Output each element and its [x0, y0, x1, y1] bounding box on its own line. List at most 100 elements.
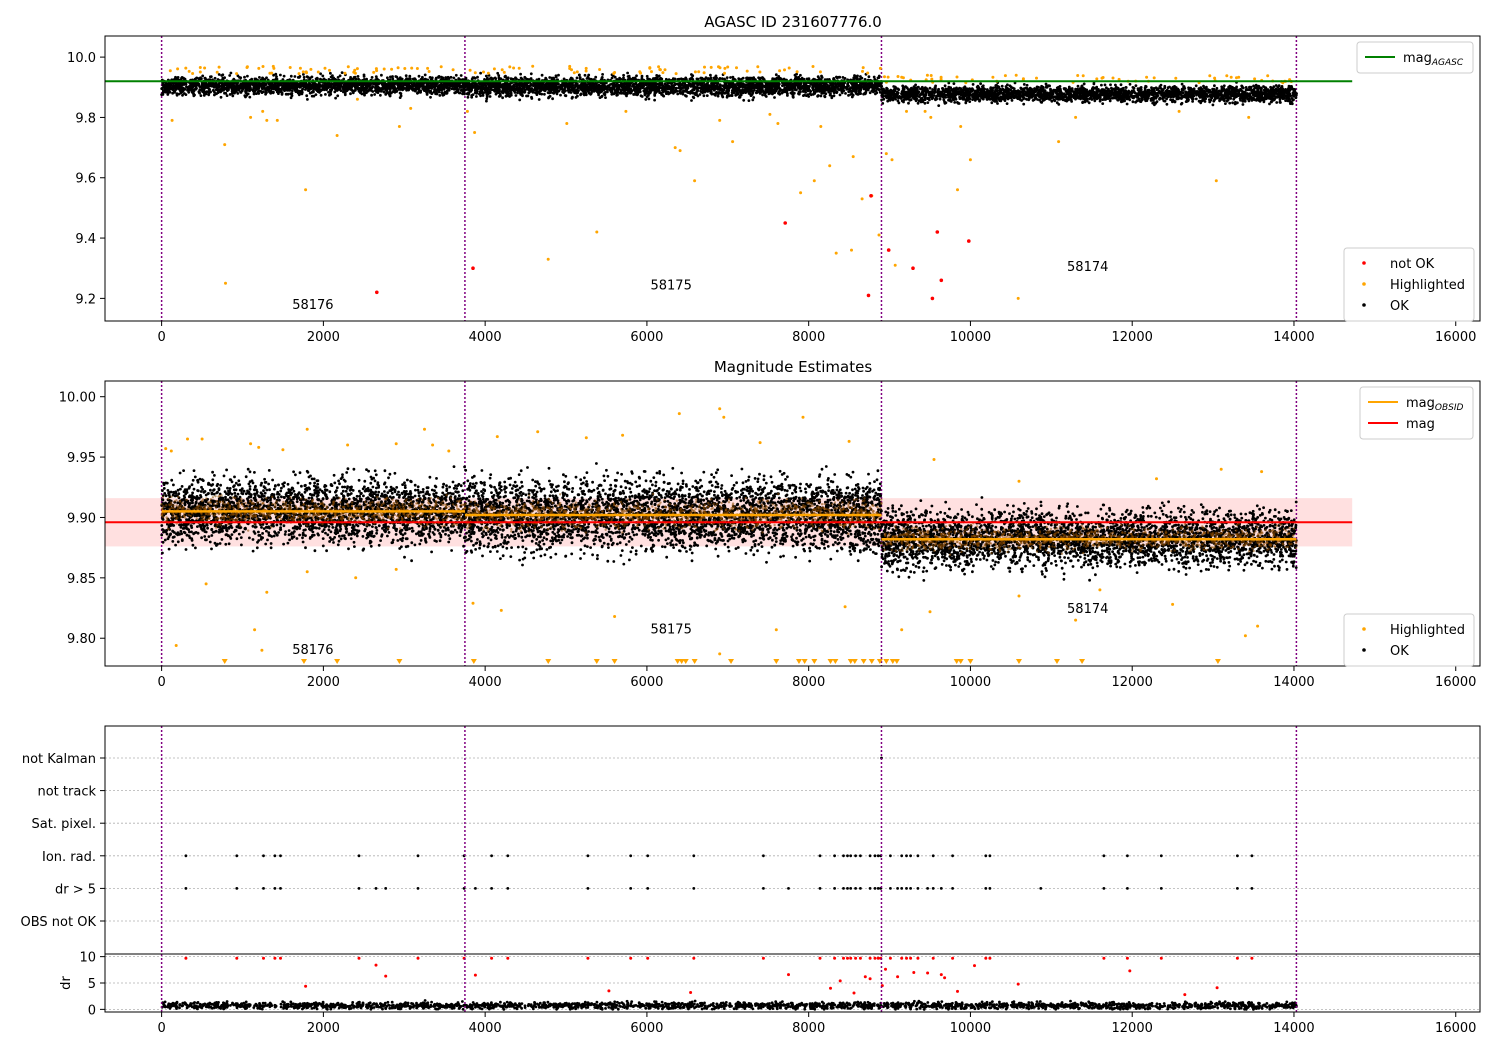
panel1-ok-point	[640, 84, 643, 87]
panel1-ok-points	[464, 72, 883, 103]
panel1-ok-point	[384, 84, 387, 87]
panel1-ok-point	[200, 94, 203, 97]
panel1-ok-point	[198, 92, 201, 95]
panel1-ok-point	[653, 99, 656, 102]
panel1-ok-point	[365, 85, 368, 88]
panel1-ok-point	[272, 87, 275, 90]
panel1-ok-point	[415, 87, 418, 90]
panel1-ok-point	[305, 86, 308, 89]
panel1-ok-point	[697, 78, 700, 81]
panel1-ok-point	[438, 75, 441, 78]
panel1-ok-point	[653, 94, 656, 97]
panel1-ok-point	[824, 87, 827, 90]
panel1-ok-point	[475, 95, 478, 98]
panel1-ok-point	[257, 87, 260, 90]
panel1-ok-point	[580, 93, 583, 96]
panel1-ok-point	[474, 88, 477, 91]
panel1-ok-point	[1109, 83, 1112, 86]
panel1-ok-point	[419, 89, 422, 92]
panel1-ok-point	[557, 82, 560, 85]
panel1-ok-point	[838, 76, 841, 79]
panel1-ok-point	[727, 92, 730, 95]
panel1-ok-point	[706, 88, 709, 91]
panel1-ok-point	[778, 93, 781, 96]
panel1-ok-point	[696, 89, 699, 92]
panel1-ok-point	[761, 94, 764, 97]
panel1-ok-point	[505, 95, 508, 98]
panel1-ok-point	[381, 82, 384, 85]
panel1-ok-point	[243, 82, 246, 85]
panel1-ok-point	[348, 87, 351, 90]
panel1-ok-point	[429, 86, 432, 89]
panel1-ok-point	[353, 89, 356, 92]
panel1-ok-point	[399, 92, 402, 95]
panel1-ok-point	[470, 96, 473, 99]
panel1-ok-point	[309, 77, 312, 80]
panel1-ok-point	[243, 76, 246, 79]
panel1-ok-point	[767, 91, 770, 94]
panel1-ok-point	[604, 96, 607, 99]
panel1-ok-point	[650, 84, 653, 87]
panel1-ok-point	[518, 99, 521, 102]
panel1-ok-point	[361, 93, 364, 96]
panel1-ok-point	[833, 86, 836, 89]
panel1-ok-point	[259, 90, 262, 93]
panel1-ok-point	[691, 74, 694, 77]
panel1-ok-point	[235, 82, 238, 85]
panel1-ok-point	[571, 77, 574, 80]
panel1-ok-point	[661, 86, 664, 89]
panel1-ok-point	[342, 78, 345, 81]
panel1-ok-point	[185, 93, 188, 96]
panel1-ok-point	[737, 93, 740, 96]
panel1-ok-point	[857, 93, 860, 96]
panel1-ok-point	[753, 78, 756, 81]
panel1-ok-point	[721, 94, 724, 97]
panel1-ok-point	[451, 87, 454, 90]
panel1-ok-point	[294, 75, 297, 78]
panel1-ok-point	[660, 83, 663, 86]
panel1-ok-point	[802, 90, 805, 93]
panel1-ok-point	[541, 74, 544, 77]
panel1-ok-point	[548, 86, 551, 89]
panel1-ok-point	[212, 89, 215, 92]
panel1-ok-point	[636, 90, 639, 93]
panel1-ok-point	[597, 94, 600, 97]
panel1-ok-point	[691, 89, 694, 92]
panel1-ok-point	[704, 90, 707, 93]
panel1-ok-points	[880, 81, 1298, 107]
panel1-ok-point	[814, 84, 817, 87]
panel1-ok-point	[223, 84, 226, 87]
panel1-ok-point	[505, 85, 508, 88]
panel1-ok-point	[680, 91, 683, 94]
panel1-ok-point	[730, 94, 733, 97]
panel1-ok-point	[686, 87, 689, 90]
panel1-ok-point	[312, 86, 315, 89]
panel1-ok-point	[853, 90, 856, 93]
panel1-ok-point	[547, 97, 550, 100]
panel1-ok-point	[527, 95, 530, 98]
panel1-ok-point	[820, 75, 823, 78]
panel1-ok-point	[228, 86, 231, 89]
panel1-ok-point	[345, 89, 348, 92]
panel1-ok-point	[622, 74, 625, 77]
panel1-ok-point	[231, 90, 234, 93]
panel1-ok-point	[231, 95, 234, 98]
panel1-ok-point	[697, 95, 700, 98]
panel1-ok-point	[230, 72, 233, 75]
panel1-ok-point	[485, 97, 488, 100]
panel1-ok-point	[674, 83, 677, 86]
panel1-ok-point	[389, 76, 392, 79]
panel1-ok-point	[210, 75, 213, 78]
panel1-ok-point	[221, 73, 224, 76]
panel1-ok-point	[317, 90, 320, 93]
panel1-ok-point	[831, 84, 834, 87]
panel1-ok-point	[333, 83, 336, 86]
panel1-ok-point	[424, 74, 427, 77]
panel1-ok-point	[194, 82, 197, 85]
panel1-ok-point	[530, 97, 533, 100]
panel1-ok-point	[748, 99, 751, 102]
panel1-ok-point	[623, 88, 626, 91]
panel1-ok-point	[556, 93, 559, 96]
panel1-ok-point	[424, 89, 427, 92]
panel1-ok-point	[243, 86, 246, 89]
